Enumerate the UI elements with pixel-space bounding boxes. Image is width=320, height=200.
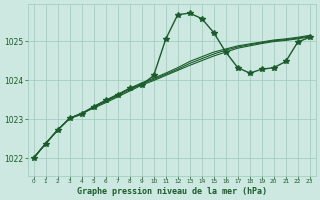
X-axis label: Graphe pression niveau de la mer (hPa): Graphe pression niveau de la mer (hPa) [77,187,267,196]
